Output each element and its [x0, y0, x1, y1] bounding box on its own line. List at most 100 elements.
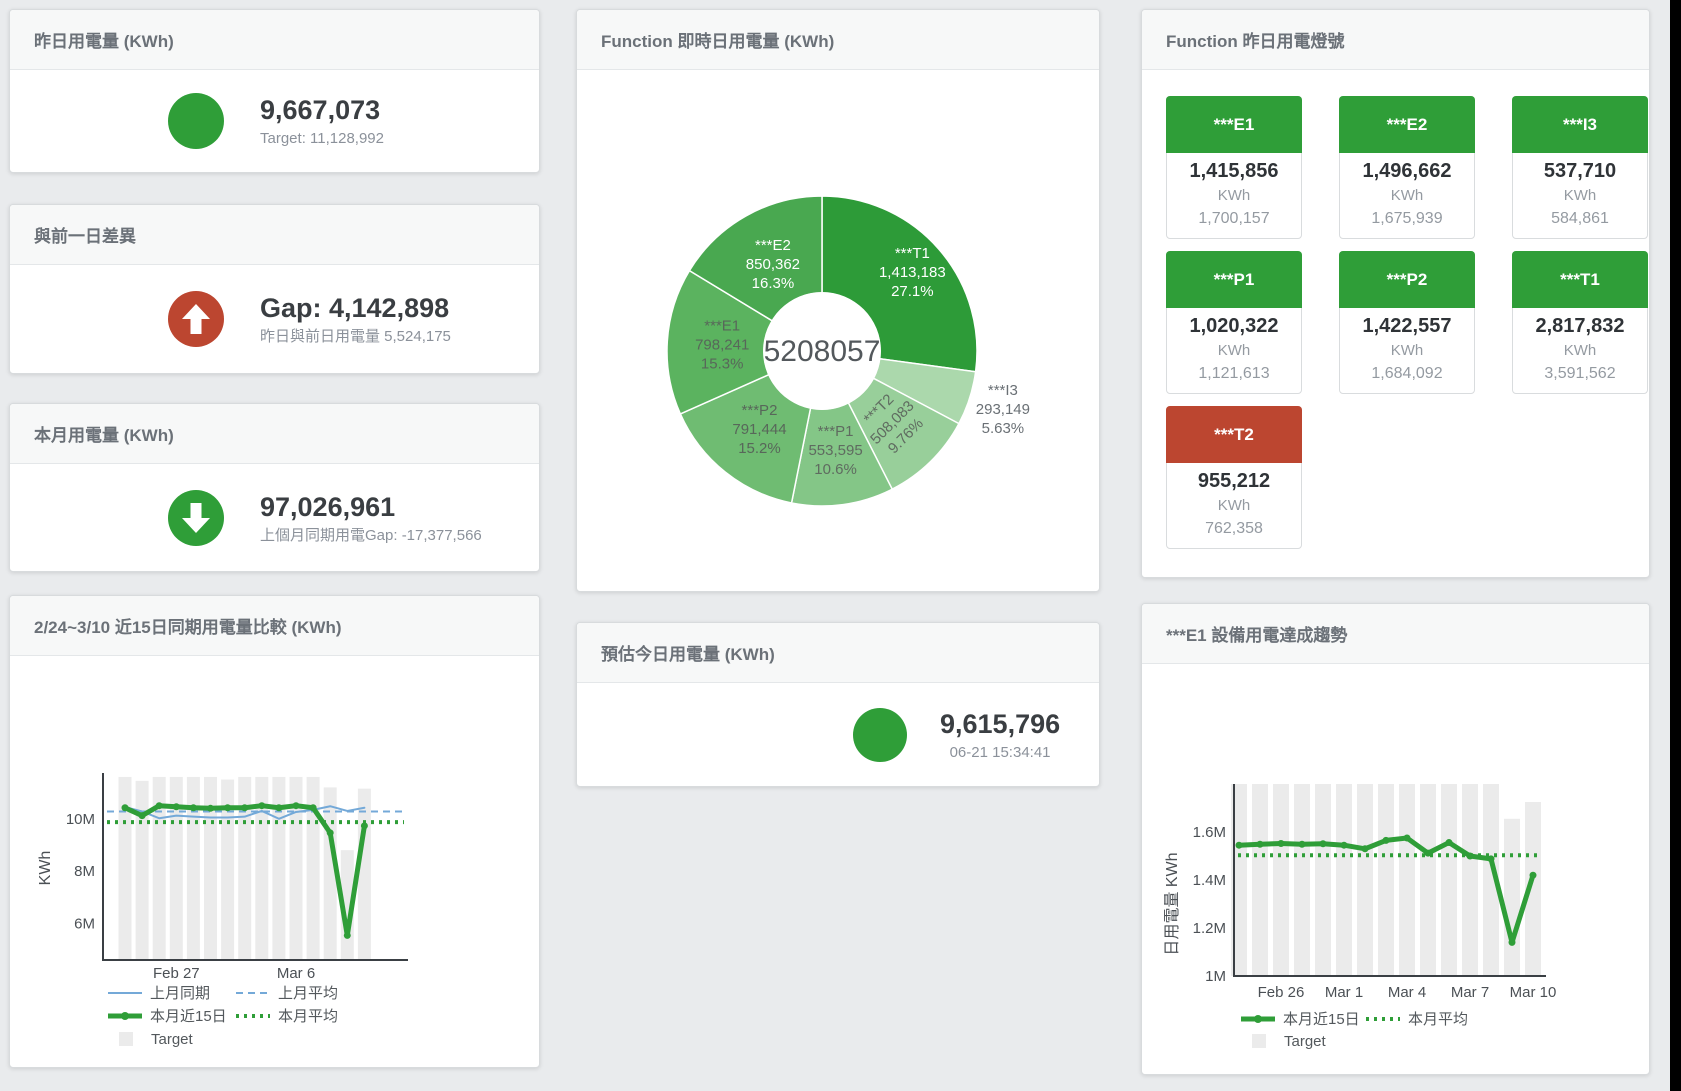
- light-tile-unit: KWh: [1563, 342, 1597, 359]
- svg-text:1M: 1M: [1205, 968, 1226, 985]
- card-trend-title: ***E1 設備用電達成趨勢: [1142, 604, 1649, 664]
- light-tile-P1[interactable]: ***P1 1,020,322 KWh 1,121,613: [1166, 251, 1302, 394]
- svg-text:Mar 4: Mar 4: [1388, 984, 1426, 1001]
- svg-text:***E1: ***E1: [704, 318, 740, 335]
- right-edge-strip: [1670, 0, 1681, 1091]
- estimate-timestamp: 06-21 15:34:41: [949, 743, 1051, 761]
- month-value: 97,026,961: [260, 491, 396, 522]
- status-circle-icon: [853, 707, 907, 762]
- svg-text:Feb 26: Feb 26: [1258, 984, 1305, 1001]
- card-compare-chart: 2/24~3/10 近15日同期用電量比較 (KWh) 6M 8M 10M Feb 2…: [9, 595, 540, 1068]
- svg-text:***P2: ***P2: [742, 402, 778, 419]
- card-month-title: 本月用電量 (KWh): [10, 404, 539, 464]
- light-tile-T1[interactable]: ***T1 2,817,832 KWh 3,591,562: [1512, 251, 1648, 394]
- estimate-stat: 9,615,796 06-21 15:34:41: [577, 683, 1099, 786]
- svg-text:16.3%: 16.3%: [752, 275, 795, 292]
- card-yesterday-title: 昨日用電量 (KWh): [10, 10, 539, 70]
- svg-text:Mar 1: Mar 1: [1325, 984, 1363, 1001]
- light-tile-label: ***T2: [1166, 406, 1302, 463]
- card-day-gap: 與前一日差異 Gap: 4,142,898 昨日與前日用電量 5,524,175: [9, 204, 540, 374]
- svg-text:本月近15日: 本月近15日: [1283, 1011, 1360, 1028]
- svg-text:10.6%: 10.6%: [814, 461, 857, 478]
- svg-text:本月近15日: 本月近15日: [150, 1008, 227, 1025]
- svg-text:上月同期: 上月同期: [150, 985, 210, 1002]
- svg-text:6M: 6M: [74, 915, 95, 932]
- arrow-up-icon: [168, 291, 224, 347]
- light-tile-I3[interactable]: ***I3 537,710 KWh 584,861: [1512, 96, 1648, 239]
- card-estimate: 預估今日用電量 (KWh) 9,615,796 06-21 15:34:41: [576, 622, 1100, 787]
- svg-text:798,241: 798,241: [695, 337, 749, 354]
- light-tile-label: ***P2: [1339, 251, 1475, 308]
- svg-text:***E2: ***E2: [755, 237, 791, 254]
- svg-text:Mar 6: Mar 6: [277, 965, 315, 982]
- svg-text:27.1%: 27.1%: [891, 283, 934, 300]
- card-day-gap-title: 與前一日差異: [10, 205, 539, 265]
- card-yesterday-usage: 昨日用電量 (KWh) 9,667,073 Target: 11,128,992: [9, 9, 540, 173]
- trend-line-chart[interactable]: 1M 1.2M 1.4M 1.6M Feb 26 Mar 1 Mar 4 Mar 7 Mar 1…: [1142, 664, 1649, 1074]
- svg-text:5208057: 5208057: [764, 335, 881, 368]
- light-tile-unit: KWh: [1390, 187, 1424, 204]
- light-tile-unit: KWh: [1217, 342, 1251, 359]
- light-tile-value: 2,817,832: [1535, 315, 1625, 337]
- svg-text:日用電量 KWh: 日用電量 KWh: [1164, 852, 1181, 955]
- card-month-usage: 本月用電量 (KWh) 97,026,961 上個月同期用電Gap: -17,3…: [9, 403, 540, 572]
- svg-text:5.63%: 5.63%: [982, 420, 1025, 437]
- svg-text:15.3%: 15.3%: [701, 356, 744, 373]
- day-gap-value: Gap: 4,142,898: [260, 293, 450, 323]
- svg-text:上月平均: 上月平均: [278, 985, 338, 1002]
- light-tile-target: 584,861: [1551, 210, 1609, 227]
- light-tile-value: 537,710: [1543, 160, 1617, 182]
- light-tile-value: 1,422,557: [1362, 315, 1452, 337]
- card-realtime-donut: Function 即時日用電量 (KWh) ***T1 1,413,183 27.1…: [576, 9, 1100, 592]
- card-trend-chart: ***E1 設備用電達成趨勢 1M 1.2M 1.4M 1.6M Feb 26 Mar 1…: [1141, 603, 1650, 1075]
- yesterday-stat: 9,667,073 Target: 11,128,992: [10, 70, 539, 172]
- svg-text:8M: 8M: [74, 863, 95, 880]
- card-compare-title: 2/24~3/10 近15日同期用電量比較 (KWh): [10, 596, 539, 656]
- svg-text:850,362: 850,362: [746, 256, 800, 273]
- light-tile-target: 3,591,562: [1544, 365, 1616, 382]
- estimate-value: 9,615,796: [940, 708, 1061, 739]
- light-tile-body: 1,422,557 KWh 1,684,092: [1340, 308, 1474, 387]
- light-tile-T2[interactable]: ***T2 955,212 KWh 762,358: [1166, 406, 1302, 549]
- realtime-donut-chart[interactable]: ***T11,413,18327.1%***I3293,1495.63%***T…: [577, 70, 1099, 591]
- card-estimate-title: 預估今日用電量 (KWh): [577, 623, 1099, 683]
- svg-text:***I3: ***I3: [988, 382, 1018, 399]
- svg-text:本月平均: 本月平均: [278, 1008, 338, 1025]
- arrow-down-icon: [168, 489, 224, 546]
- light-tile-E2[interactable]: ***E2 1,496,662 KWh 1,675,939: [1339, 96, 1475, 239]
- light-tile-body: 1,415,856 KWh 1,700,157: [1167, 153, 1301, 232]
- svg-text:Mar 10: Mar 10: [1510, 984, 1557, 1001]
- light-tile-unit: KWh: [1563, 187, 1597, 204]
- light-tile-body: 1,496,662 KWh 1,675,939: [1340, 153, 1474, 232]
- light-tile-body: 537,710 KWh 584,861: [1513, 153, 1647, 232]
- light-tile-E1[interactable]: ***E1 1,415,856 KWh 1,700,157: [1166, 96, 1302, 239]
- light-tile-target: 1,684,092: [1371, 365, 1443, 382]
- light-tile-body: 2,817,832 KWh 3,591,562: [1513, 308, 1647, 387]
- svg-text:1,413,183: 1,413,183: [879, 264, 946, 281]
- light-tile-label: ***E1: [1166, 96, 1302, 153]
- svg-text:Target: Target: [151, 1031, 194, 1048]
- svg-text:1.6M: 1.6M: [1193, 824, 1226, 841]
- light-tile-label: ***I3: [1512, 96, 1648, 153]
- svg-text:本月平均: 本月平均: [1408, 1011, 1468, 1028]
- light-tile-P2[interactable]: ***P2 1,422,557 KWh 1,684,092: [1339, 251, 1475, 394]
- card-lights: Function 昨日用電燈號 ***E1 1,415,856 KWh 1,700,1…: [1141, 9, 1650, 578]
- light-tile-value: 1,415,856: [1189, 160, 1279, 182]
- svg-text:Feb 27: Feb 27: [153, 965, 200, 982]
- card-realtime-title: Function 即時日用電量 (KWh): [577, 10, 1099, 70]
- svg-text:KWh: KWh: [37, 851, 54, 886]
- light-tile-target: 1,675,939: [1371, 210, 1443, 227]
- light-tile-label: ***P1: [1166, 251, 1302, 308]
- day-gap-sub: 昨日與前日用電量 5,524,175: [260, 328, 451, 345]
- svg-text:791,444: 791,444: [732, 421, 786, 438]
- yesterday-target: Target: 11,128,992: [260, 130, 384, 147]
- svg-text:10M: 10M: [66, 811, 95, 828]
- status-circle-icon: [168, 93, 224, 149]
- light-tile-unit: KWh: [1217, 497, 1251, 514]
- light-tile-body: 955,212 KWh 762,358: [1167, 463, 1301, 542]
- svg-text:1.2M: 1.2M: [1193, 920, 1226, 937]
- svg-text:Mar 7: Mar 7: [1451, 984, 1489, 1001]
- svg-text:293,149: 293,149: [976, 401, 1030, 418]
- light-tile-target: 1,121,613: [1198, 365, 1270, 382]
